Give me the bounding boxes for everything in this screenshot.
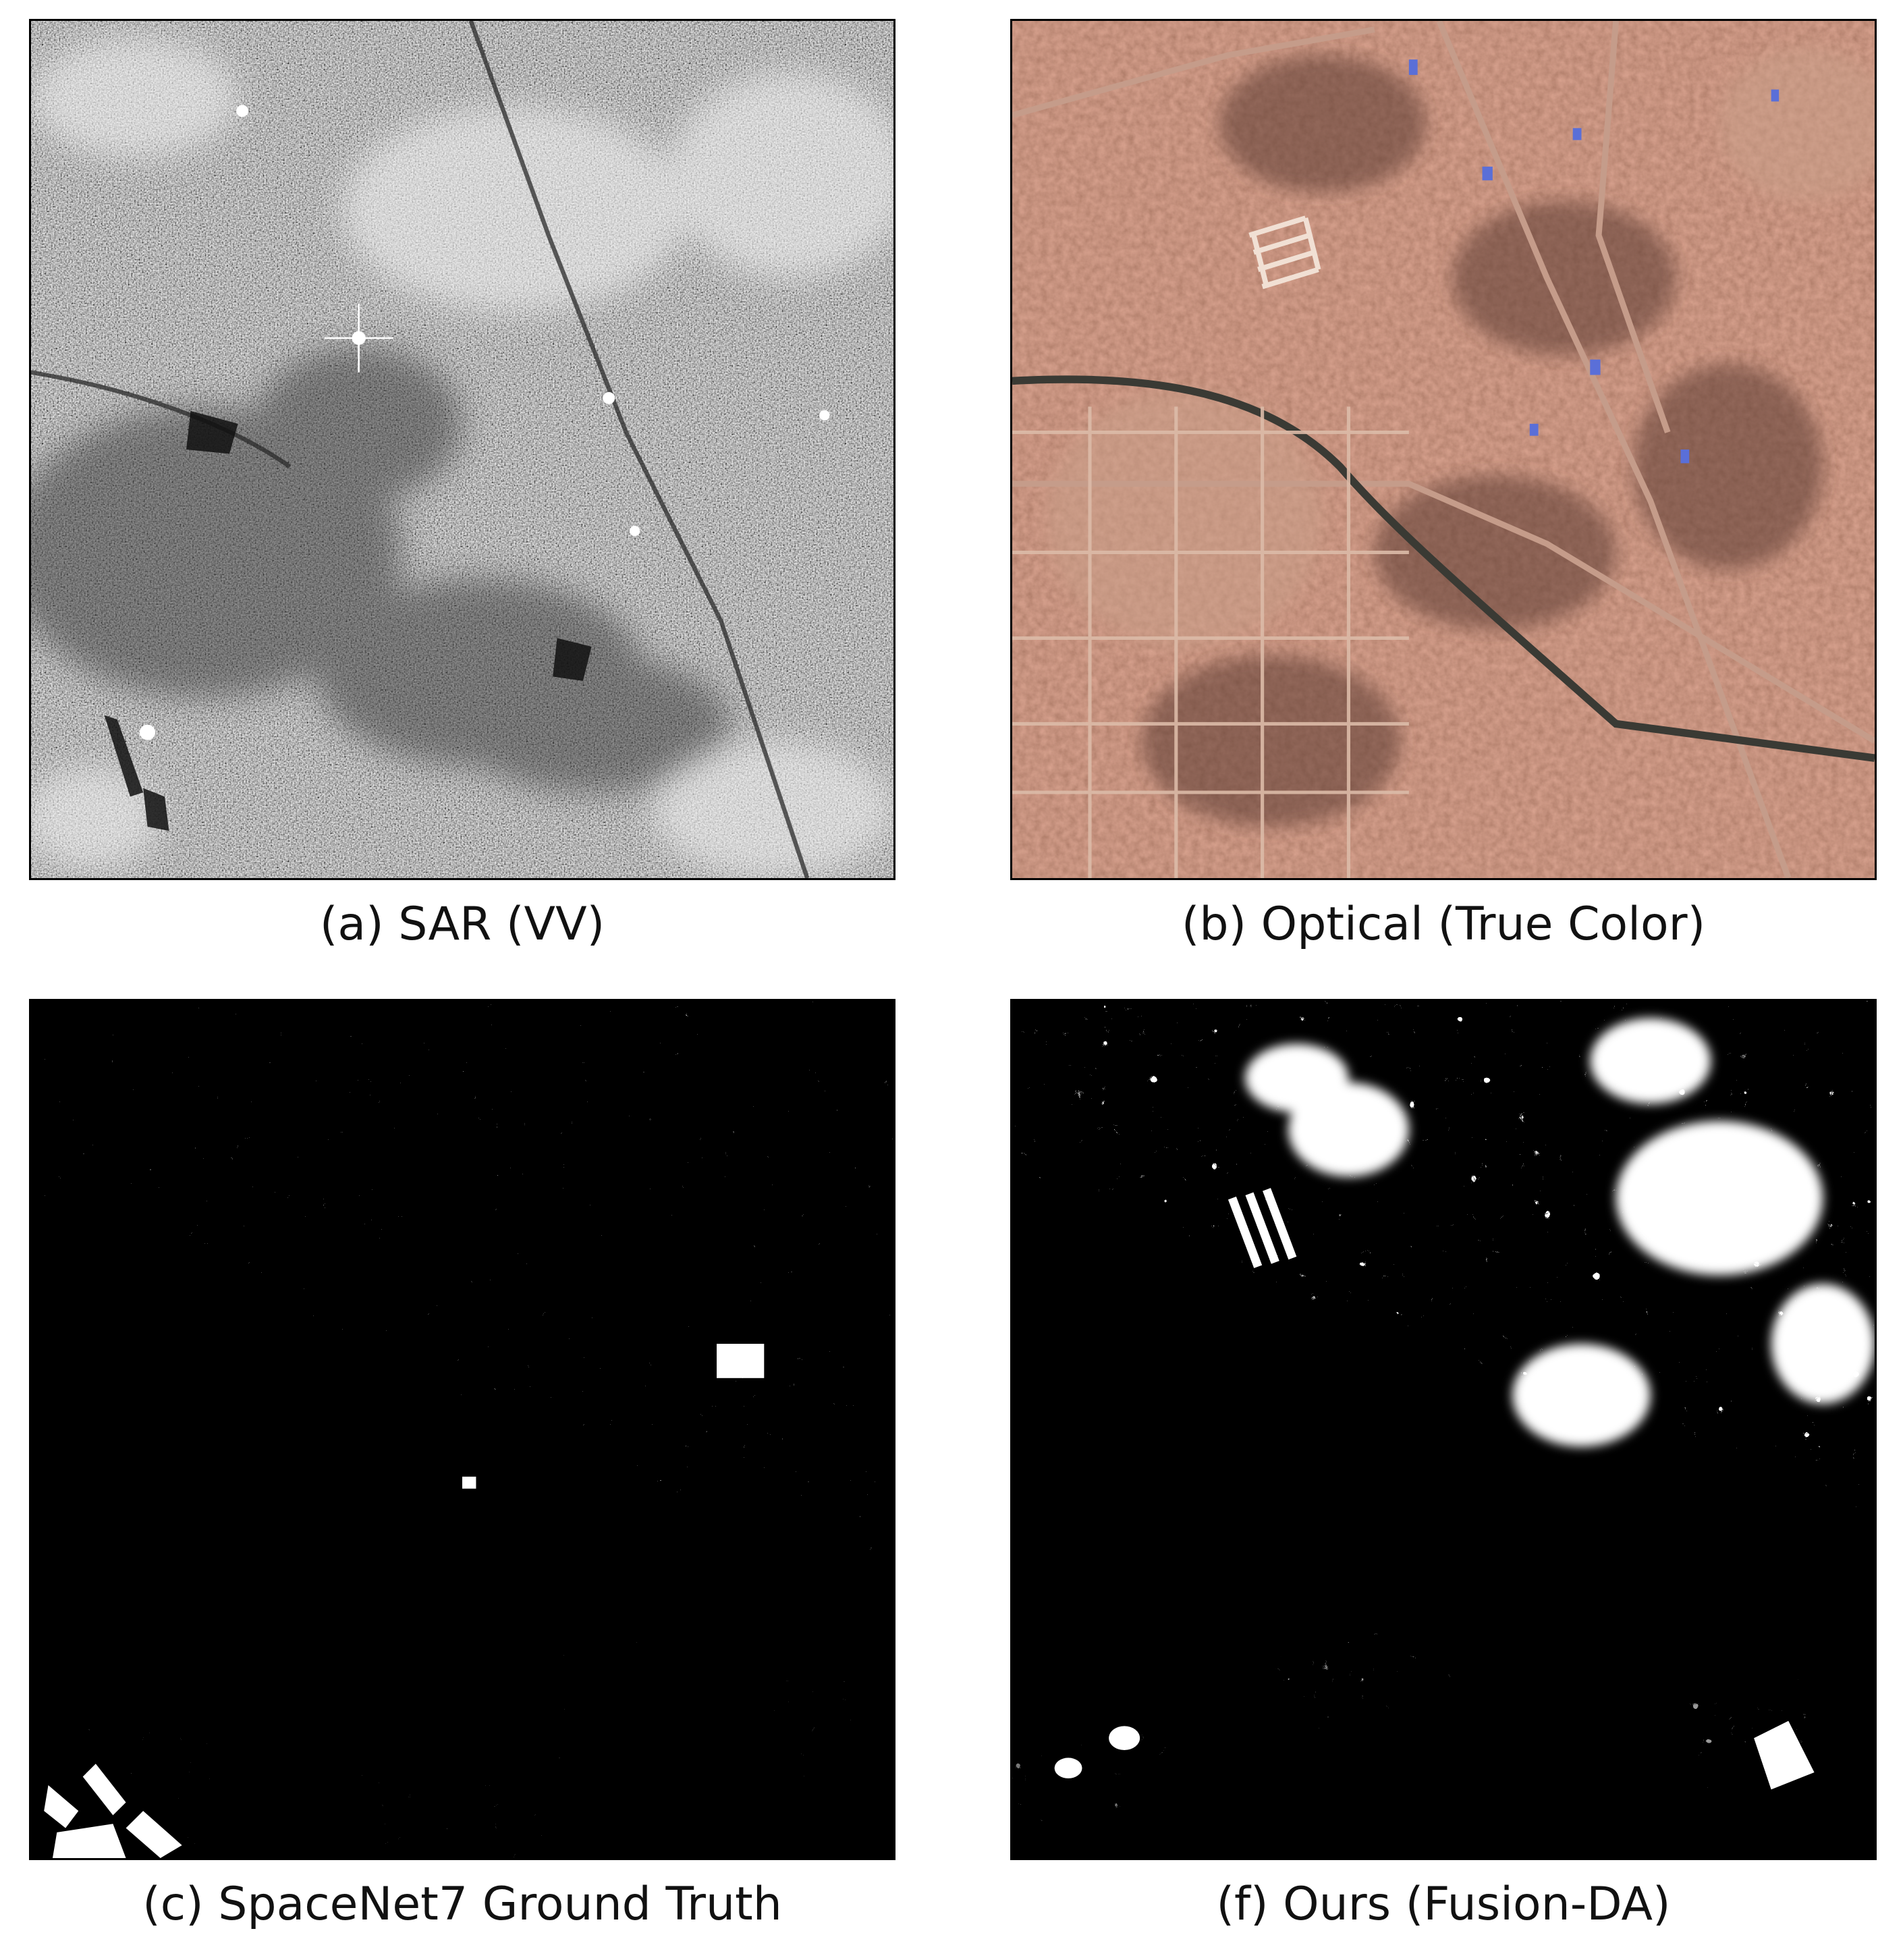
optical-image — [1012, 21, 1875, 878]
panel-b-caption: (b) Optical (True Color) — [1181, 898, 1706, 951]
prediction-mask — [1012, 1001, 1875, 1858]
sar-image — [31, 21, 893, 878]
panel-c-caption: (c) SpaceNet7 Ground Truth — [142, 1878, 782, 1931]
ground-truth-mask — [31, 1001, 893, 1858]
sar-image-panel — [29, 19, 895, 880]
panel-f-caption: (f) Ours (Fusion-DA) — [1216, 1878, 1671, 1931]
panel-a-caption: (a) SAR (VV) — [319, 898, 605, 951]
optical-image-panel — [1010, 19, 1877, 880]
ground-truth-mask-panel — [29, 999, 895, 1860]
prediction-mask-panel — [1010, 999, 1877, 1860]
